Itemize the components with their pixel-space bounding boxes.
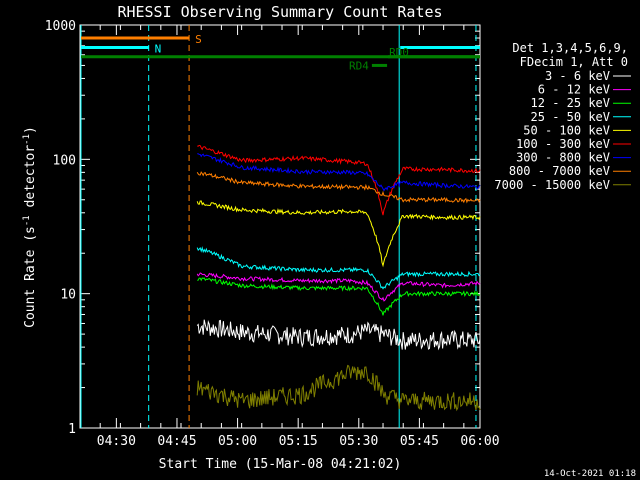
y-axis-label: Count Rate (s-1 detector-1) bbox=[22, 126, 38, 328]
y-label-exp: -1 bbox=[22, 215, 32, 226]
series-line bbox=[196, 171, 481, 204]
series-line bbox=[196, 319, 481, 351]
y-tick-label: 1000 bbox=[45, 19, 76, 34]
footer-timestamp: 14-Oct-2021 01:18 bbox=[544, 469, 636, 479]
series-line bbox=[196, 246, 481, 290]
legend-header-line: FDecim 1, Att 0 bbox=[520, 55, 628, 69]
y-label-exp: -1 bbox=[22, 134, 32, 145]
plot-frame bbox=[79, 24, 481, 429]
chart-title: RHESSI Observing Summary Count Rates bbox=[117, 3, 442, 21]
legend-entry-label: 12 - 25 keV bbox=[531, 96, 610, 110]
y-label-part: Count Rate (s bbox=[23, 226, 38, 328]
series-group bbox=[196, 144, 481, 412]
x-tick-label: 04:30 bbox=[97, 434, 136, 449]
axis-ticks: 1 10 100 1000 04:30 04:45 05:00 05:15 05:30 05:45… bbox=[45, 19, 500, 449]
series-line bbox=[196, 200, 481, 268]
flag-label: N bbox=[155, 42, 162, 55]
legend-entry-label: 6 - 12 keV bbox=[538, 83, 610, 97]
x-tick-label: 05:00 bbox=[218, 434, 257, 449]
legend-entry-label: 25 - 50 keV bbox=[531, 110, 610, 124]
y-label-part: ) bbox=[23, 126, 38, 134]
vertical-lines bbox=[80, 25, 477, 428]
x-tick-label: 05:15 bbox=[279, 434, 318, 449]
series-line bbox=[197, 144, 481, 216]
series-line bbox=[196, 364, 481, 412]
flag-bars: S N RD4 RD0 bbox=[81, 33, 480, 72]
x-tick-label: 05:30 bbox=[339, 434, 378, 449]
legend-entry-label: 3 - 6 keV bbox=[545, 69, 610, 83]
legend-entry-label: 300 - 800 keV bbox=[516, 151, 610, 165]
x-tick-label: 04:45 bbox=[157, 434, 196, 449]
y-label-part: detector bbox=[23, 145, 38, 216]
y-tick-label: 10 bbox=[60, 288, 76, 303]
x-tick-label: 05:45 bbox=[400, 434, 439, 449]
legend-entry-label: 100 - 300 keV bbox=[516, 137, 610, 151]
series-line bbox=[197, 277, 481, 316]
legend-entry-label: 50 - 100 keV bbox=[523, 123, 610, 137]
y-tick-label: 100 bbox=[53, 153, 76, 168]
x-tick-label: 06:00 bbox=[460, 434, 499, 449]
flag-label: RD0 bbox=[389, 46, 409, 59]
series-line bbox=[196, 272, 481, 302]
series-line bbox=[197, 153, 481, 192]
legend-entry-label: 7000 - 15000 keV bbox=[494, 178, 610, 192]
flag-label: RD4 bbox=[349, 59, 369, 72]
y-tick-label: 1 bbox=[68, 422, 76, 437]
legend-header-line: Det 1,3,4,5,6,9, bbox=[512, 41, 628, 55]
flag-label: S bbox=[195, 33, 202, 46]
x-axis-label: Start Time (15-Mar-08 04:21:02) bbox=[159, 457, 402, 472]
legend: Det 1,3,4,5,6,9, FDecim 1, Att 0 3 - 6 k… bbox=[494, 41, 631, 192]
legend-entry-label: 800 - 7000 keV bbox=[509, 164, 610, 178]
